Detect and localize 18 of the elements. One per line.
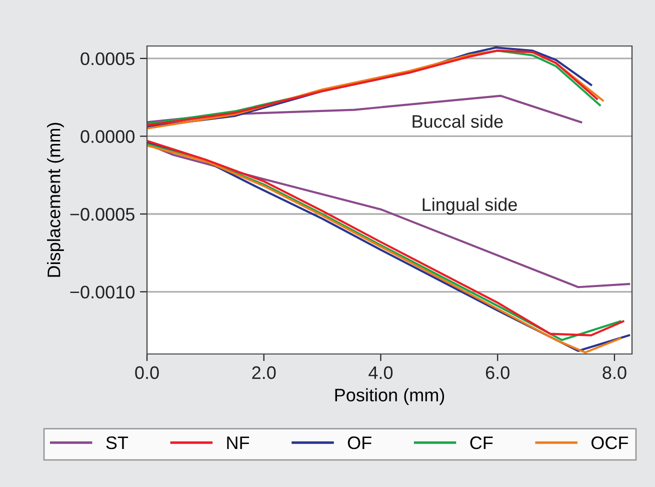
- legend-label: NF: [227, 436, 250, 450]
- legend-label: ST: [106, 436, 128, 450]
- x-tick-label: 8.0: [602, 366, 626, 380]
- annotation: Lingual side: [422, 198, 517, 215]
- x-tick-label: 0.0: [135, 366, 159, 380]
- annotation: Buccal side: [412, 114, 503, 128]
- x-tick-label: 6.0: [486, 366, 510, 380]
- legend-label: CF: [470, 436, 493, 450]
- x-tick-label: 2.0: [252, 366, 276, 380]
- y-tick-label: −0.0010: [70, 286, 134, 298]
- legend-label: OCF: [591, 436, 628, 450]
- y-axis-title: Displacement (mm): [47, 122, 64, 277]
- y-tick-label: 0.0000: [80, 130, 134, 143]
- x-tick-label: 4.0: [368, 366, 393, 380]
- legend-label: OF: [348, 436, 372, 450]
- y-tick-label: 0.0005: [80, 52, 134, 66]
- y-tick-label: −0.0005: [70, 208, 134, 221]
- x-axis-title: Position (mm): [335, 388, 444, 406]
